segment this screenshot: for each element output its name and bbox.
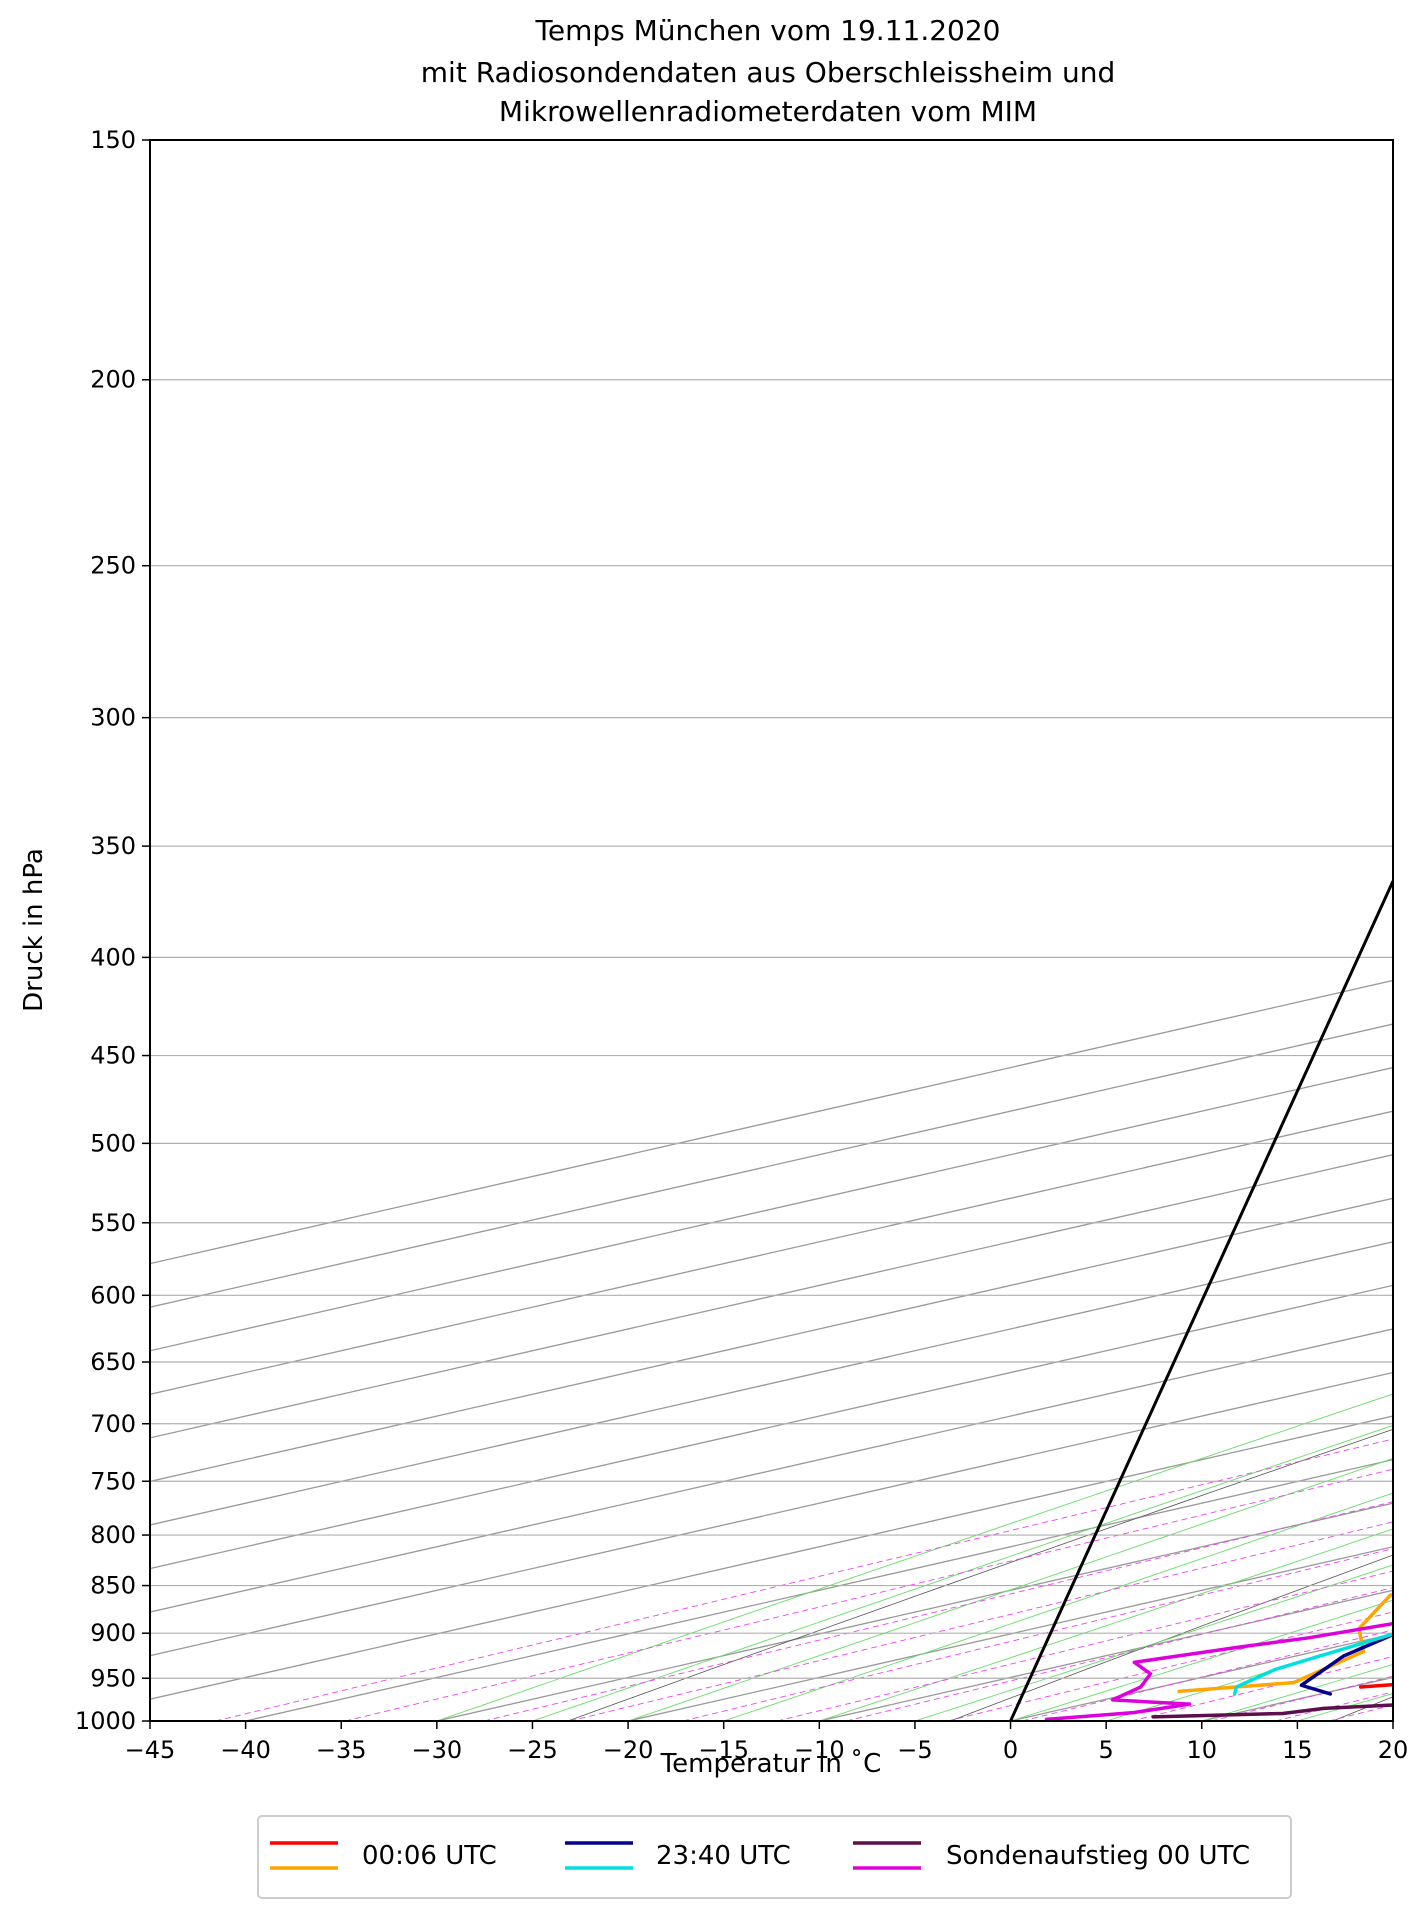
moist-adiabat-line [1106, 1632, 1393, 1721]
x-tick-label: −10 [794, 1736, 845, 1764]
isotherm-line [150, 1284, 1393, 1570]
x-tick-label: 0 [1003, 1736, 1018, 1764]
legend-entry-sonde: Sondenaufstieg 00 UTC [853, 1841, 1250, 1871]
legend-box [257, 1815, 1292, 1899]
y-tick-label: 400 [90, 943, 136, 971]
pressure-gridlines [150, 139, 1393, 1722]
isotherm-line [436, 1502, 1393, 1721]
moist-adiabat-line [723, 1492, 1393, 1721]
mixing-ratio-line [345, 1468, 1393, 1721]
x-tick-label: −45 [125, 1736, 176, 1764]
moist-adiabat-line [436, 1393, 1393, 1721]
plot-area-background [150, 380, 1427, 1721]
moist-adiabat-line [914, 1564, 1393, 1721]
mixing-ratio-line [1022, 1629, 1393, 1721]
mixing-ratio-line [483, 1501, 1393, 1721]
x-tick-label: −25 [507, 1736, 558, 1764]
plot-frame [149, 139, 1394, 1722]
mixing-ratio-line [682, 1548, 1393, 1721]
x-tick-label: −5 [897, 1736, 932, 1764]
moist-adiabat-line [1297, 1693, 1393, 1721]
data-series [1009, 880, 1393, 1721]
isotherm-line [1392, 1720, 1393, 1721]
y-axis-label: Druck in hPa [19, 848, 49, 1012]
y-tick-label: 750 [90, 1467, 136, 1495]
profile-line [1299, 1632, 1393, 1696]
legend-label: Sondenaufstieg 00 UTC [946, 1841, 1250, 1871]
mixing-ratio-line [1395, 380, 1427, 1721]
y-tick-label: 150 [90, 126, 136, 154]
mixing-ratio-line [1275, 1691, 1393, 1721]
legend-entry-0006: 00:06 UTC [270, 1841, 497, 1871]
x-tick-label: 15 [1282, 1736, 1313, 1764]
y-tick-label: 450 [90, 1042, 136, 1070]
dry-adiabat-line [567, 1428, 1393, 1721]
x-tick-label: 5 [1099, 1736, 1114, 1764]
y-tick-label: 600 [90, 1281, 136, 1309]
y-tick-label: 300 [90, 704, 136, 732]
x-axis-ticks: −45 −40 −35 −30 −25 −20 −15 −10 −5 0 5 10 15 20 [125, 1721, 1409, 1764]
x-tick-label: −15 [698, 1736, 749, 1764]
x-axis-label: Temperatur in ˚C [660, 1749, 882, 1779]
y-tick-label: 1000 [75, 1707, 136, 1735]
moist-adiabat-line [627, 1457, 1393, 1721]
reference-line [1009, 880, 1393, 1721]
moist-adiabat-line [1010, 1599, 1393, 1721]
isotherm-line [150, 1328, 1393, 1613]
chart-title: Temps München vom 19.11.2020 mit Radioso… [421, 14, 1115, 128]
mixing-ratio-line [846, 1587, 1393, 1721]
legend-label: 00:06 UTC [362, 1841, 497, 1871]
mixing-ratio-line [215, 1438, 1393, 1721]
y-tick-label: 950 [90, 1664, 136, 1692]
x-tick-label: −20 [603, 1736, 654, 1764]
isotherm-line [150, 1371, 1393, 1657]
moist-adiabat-line [1392, 1720, 1393, 1721]
mixing-ratio-line [777, 1570, 1393, 1721]
mixing-ratio-line [947, 1611, 1393, 1721]
y-axis-ticks: 150 200 250 300 350 400 450 500 550 600 650 700 750 8… [75, 126, 150, 1735]
legend-entry-2340: 23:40 UTC [565, 1841, 791, 1871]
mixing-ratio-line [569, 1521, 1393, 1721]
moist-adiabat-line [532, 1424, 1393, 1721]
y-tick-label: 850 [90, 1572, 136, 1600]
profile-line [1151, 1703, 1393, 1719]
mixing-ratio-line [1328, 1704, 1393, 1721]
profile-line [1044, 1621, 1393, 1721]
isotherm-line [1010, 1633, 1393, 1721]
x-tick-label: 10 [1186, 1736, 1217, 1764]
isotherm-line [819, 1589, 1393, 1721]
y-tick-label: 900 [90, 1619, 136, 1647]
isotherm-line [627, 1546, 1393, 1721]
isotherm-line [150, 1241, 1393, 1526]
profile-line [1232, 1632, 1393, 1696]
moist-adiabat-line [819, 1528, 1393, 1721]
y-tick-label: 800 [90, 1521, 136, 1549]
y-tick-label: 550 [90, 1209, 136, 1237]
x-tick-label: −30 [412, 1736, 463, 1764]
dry-adiabat-line [950, 1554, 1393, 1721]
x-tick-label: 20 [1378, 1736, 1409, 1764]
dry-adiabat-line [1332, 1696, 1393, 1721]
y-tick-label: 250 [90, 552, 136, 580]
y-tick-label: 500 [90, 1129, 136, 1157]
x-tick-label: −35 [316, 1736, 367, 1764]
x-tick-label: −40 [220, 1736, 271, 1764]
legend-label: 23:40 UTC [656, 1841, 791, 1871]
isotherm-line [150, 1415, 1393, 1700]
isotherm-line [150, 1197, 1393, 1483]
title-line-3: Mikrowellenradiometerdaten vom MIM [499, 95, 1037, 128]
y-tick-label: 700 [90, 1410, 136, 1438]
title-line-1: Temps München vom 19.11.2020 [535, 14, 1001, 47]
title-line-2: mit Radiosondendaten aus Oberschleisshei… [421, 56, 1115, 89]
isotherm-line [245, 1458, 1393, 1721]
y-tick-label: 200 [90, 366, 136, 394]
y-tick-label: 350 [90, 832, 136, 860]
y-tick-label: 650 [90, 1348, 136, 1376]
legend: 00:06 UTC 23:40 UTC Sondenaufstieg 00 UT… [257, 1815, 1292, 1899]
